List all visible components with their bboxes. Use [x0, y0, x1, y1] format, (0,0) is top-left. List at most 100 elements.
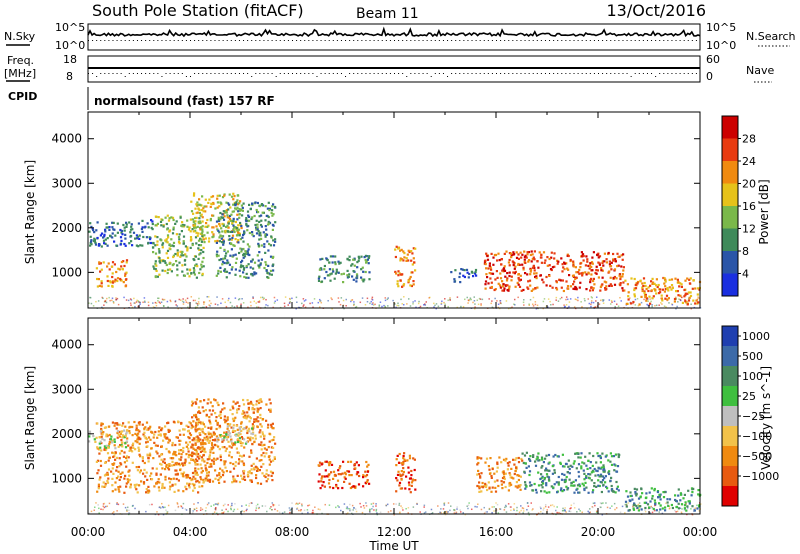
power-cell: [239, 221, 242, 225]
power-cell: [605, 285, 608, 288]
power-speckle: [255, 302, 257, 304]
power-speckle: [129, 302, 132, 305]
velocity-cell: [540, 484, 543, 487]
velocity-cell: [232, 475, 235, 478]
velocity-cell: [128, 469, 131, 472]
power-cell: [246, 229, 249, 232]
power-cell: [123, 264, 126, 268]
velocity-cell: [135, 483, 138, 486]
power-cell: [270, 211, 273, 215]
velocity-cell: [99, 446, 102, 449]
power-cell: [264, 235, 267, 238]
power-cell: [659, 291, 662, 294]
velocity-cell: [408, 488, 411, 491]
velocity-cell: [146, 478, 149, 481]
velocity-cell: [152, 436, 155, 439]
power-speckle: [258, 300, 261, 302]
velocity-cell: [243, 469, 246, 473]
power-speckle: [369, 302, 371, 305]
velocity-cell: [249, 479, 252, 482]
velocity-cell: [691, 491, 694, 494]
power-speckle: [210, 302, 212, 305]
power-speckle: [595, 296, 598, 298]
velocity-cell: [591, 464, 594, 467]
velocity-cell: [545, 467, 548, 470]
power-cell: [675, 290, 678, 293]
power-cell: [234, 220, 237, 224]
velocity-cell: [237, 440, 240, 444]
power-cell: [150, 219, 153, 222]
velocity-cell: [396, 454, 399, 457]
velocity-cell: [332, 477, 335, 480]
power-cell: [355, 277, 358, 280]
velocity-cell: [98, 478, 101, 481]
power-speckle: [133, 297, 135, 300]
colorbar-swatch: [722, 116, 738, 139]
power-speckle: [444, 298, 446, 300]
velocity-cell: [196, 428, 199, 431]
velocity-speckle: [522, 507, 525, 510]
power-cell: [534, 287, 537, 290]
velocity-cell: [138, 442, 141, 445]
power-cell: [89, 222, 92, 225]
velocity-cell: [135, 424, 138, 427]
velocity-cell: [191, 425, 195, 428]
velocity-cell: [476, 456, 479, 459]
velocity-cell: [541, 475, 544, 478]
power-cell: [141, 219, 144, 222]
velocity-cell: [353, 463, 357, 466]
power-cell: [410, 250, 413, 253]
velocity-cell: [496, 466, 499, 469]
velocity-cell: [593, 485, 596, 488]
velocity-cell: [135, 427, 138, 430]
power-cell: [505, 250, 508, 253]
power-speckle: [152, 306, 155, 308]
power-cell: [225, 201, 228, 204]
velocity-cell: [597, 479, 600, 482]
power-cell: [168, 247, 171, 250]
power-cell: [450, 271, 453, 274]
power-speckle: [371, 296, 374, 299]
velocity-cell: [131, 434, 134, 437]
power-cell: [95, 267, 98, 270]
power-cell: [532, 288, 535, 291]
velocity-speckle: [317, 508, 320, 510]
power-cell: [334, 255, 337, 258]
power-cell: [598, 255, 602, 258]
power-cell: [236, 203, 240, 206]
power-cell: [130, 234, 133, 238]
power-cell: [264, 219, 267, 222]
power-speckle: [97, 300, 100, 302]
velocity-cell: [256, 467, 259, 470]
power-cell: [667, 289, 670, 292]
velocity-cell: [111, 477, 114, 480]
velocity-cell: [126, 429, 129, 432]
velocity-cell: [235, 480, 238, 483]
power-cell: [217, 229, 220, 232]
velocity-cell: [193, 414, 196, 417]
velocity-cell: [400, 474, 403, 477]
power-cell: [216, 250, 219, 253]
velocity-speckle: [661, 512, 664, 515]
velocity-cell: [266, 477, 270, 481]
power-cell: [256, 223, 259, 226]
velocity-speckle: [651, 511, 654, 514]
power-cell: [575, 276, 578, 279]
velocity-cell: [547, 476, 551, 479]
power-cell: [221, 235, 224, 238]
velocity-cell: [477, 469, 480, 472]
power-cell: [164, 269, 167, 273]
velocity-cell: [195, 421, 198, 424]
velocity-cell: [257, 443, 261, 446]
power-cell: [268, 222, 271, 225]
power-cell: [590, 286, 593, 289]
power-cell: [197, 244, 201, 247]
velocity-cell: [259, 407, 262, 410]
velocity-cell: [228, 445, 231, 448]
power-speckle: [134, 302, 136, 304]
power-cell: [517, 263, 520, 266]
velocity-cell: [97, 485, 100, 488]
velocity-cell: [179, 468, 182, 472]
velocity-speckle: [145, 510, 147, 513]
velocity-speckle: [132, 504, 134, 507]
